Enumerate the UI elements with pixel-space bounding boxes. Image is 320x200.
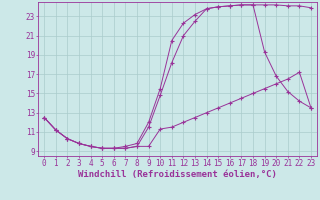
X-axis label: Windchill (Refroidissement éolien,°C): Windchill (Refroidissement éolien,°C) (78, 170, 277, 179)
